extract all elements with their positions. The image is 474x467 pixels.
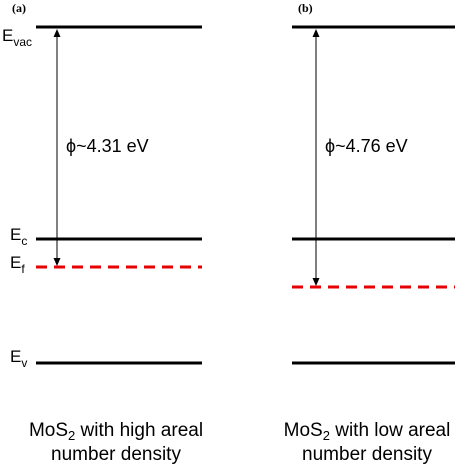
panel-b-label: (b)	[298, 1, 313, 15]
panel-b-caption-line2: number density	[302, 444, 432, 465]
panel-b-caption: MoS2 with low areal number density	[260, 419, 474, 467]
e-v-label: Ev	[10, 347, 27, 370]
e-f-label: Ef	[10, 253, 25, 276]
panel-a-caption: MoS2 with high areal number density	[0, 419, 232, 467]
panel-a-caption-line1: MoS2 with high areal	[28, 420, 204, 443]
panel-b-work-function-arrow	[312, 29, 320, 286]
panel-a-label: (a)	[12, 1, 26, 15]
e-vac-label: Evac	[2, 26, 32, 49]
panel-b-caption-line1: MoS2 with low areal	[283, 420, 451, 443]
e-c-label: Ec	[10, 225, 27, 248]
panel-b-work-function-label: ϕ~4.76 eV	[325, 136, 408, 156]
panel-a-work-function-label: ϕ~4.31 eV	[66, 136, 149, 156]
panel-a-caption-line2: number density	[51, 444, 181, 465]
panel-a-work-function-arrow	[53, 29, 61, 266]
